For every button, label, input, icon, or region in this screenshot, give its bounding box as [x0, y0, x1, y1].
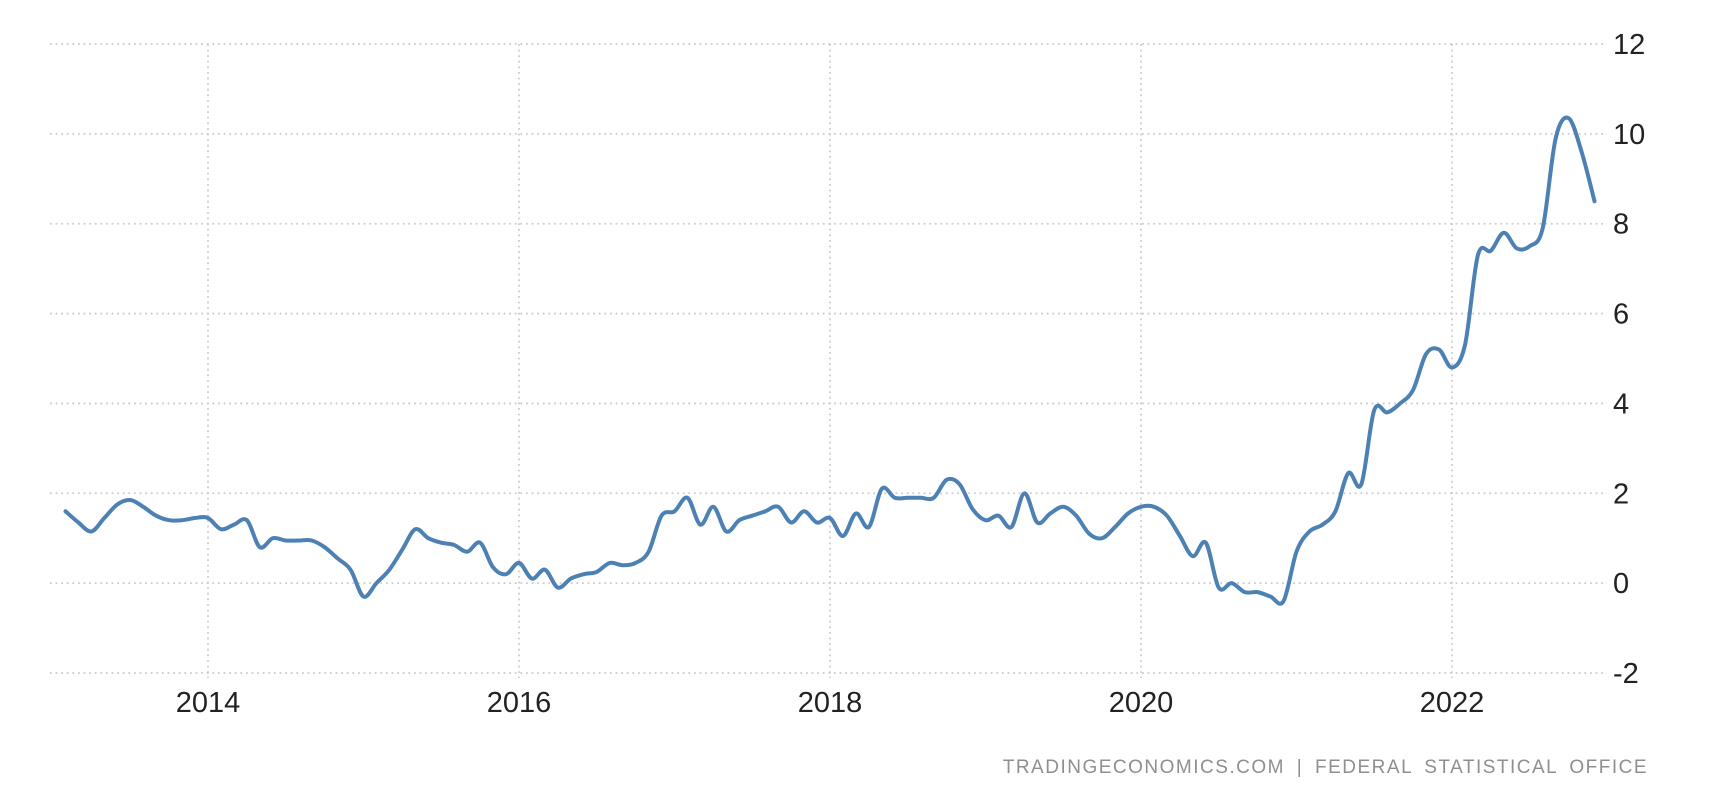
y-tick-label-6: 6 [1613, 299, 1629, 331]
x-tick-label-2018: 2018 [798, 687, 863, 719]
y-tick-label--2: -2 [1613, 658, 1639, 690]
chart-attribution: TRADINGECONOMICS.COM | FEDERAL STATISTIC… [1002, 757, 1648, 778]
x-tick-label-2016: 2016 [487, 687, 552, 719]
x-tick-label-2022: 2022 [1420, 687, 1485, 719]
series-line [63, 115, 1597, 606]
y-tick-label-0: 0 [1613, 568, 1629, 600]
y-tick-label-12: 12 [1613, 29, 1645, 61]
y-tick-label-2: 2 [1613, 478, 1629, 510]
y-tick-label-10: 10 [1613, 119, 1645, 151]
x-tick-label-2020: 2020 [1109, 687, 1174, 719]
y-tick-label-8: 8 [1613, 209, 1629, 241]
x-tick-label-2014: 2014 [176, 687, 241, 719]
y-tick-label-4: 4 [1613, 388, 1629, 420]
